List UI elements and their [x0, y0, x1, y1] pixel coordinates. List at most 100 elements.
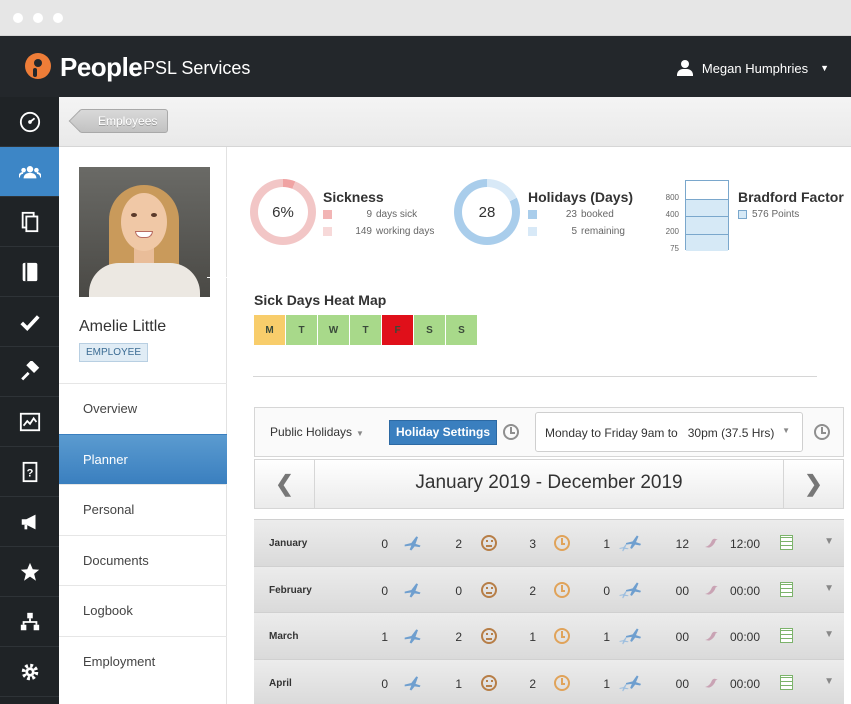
user-menu[interactable]: Megan Humphries ▼ — [676, 60, 829, 76]
rail-item-documents[interactable] — [0, 197, 59, 247]
chevron-down-icon[interactable]: ▼ — [824, 675, 834, 687]
settings-icon — [21, 663, 38, 680]
previous-year-button[interactable]: ❮ — [255, 460, 315, 508]
rail-item-dashboard[interactable] — [0, 97, 59, 147]
profile-tab-employment[interactable]: Employment — [59, 635, 227, 687]
next-year-button[interactable]: ❯ — [783, 460, 843, 508]
public-holidays-select[interactable]: Public Holidays ▼ — [270, 425, 364, 439]
brand-name: People — [60, 52, 143, 82]
sad-face-icon — [481, 535, 497, 551]
sad-face-icon — [481, 628, 497, 644]
sickness-percent: 6% — [258, 187, 308, 237]
calendar-icon[interactable] — [780, 535, 793, 550]
bird-icon — [703, 675, 723, 695]
heatmap-day: T — [285, 314, 318, 346]
bird-icon — [703, 628, 723, 648]
employee-name: Amelie Little — [79, 318, 167, 335]
booked-value: 23 — [565, 209, 577, 220]
star-icon — [20, 562, 39, 581]
bradford-points-label: 576 Points — [752, 209, 800, 220]
window-dot — [13, 13, 23, 23]
browser-chrome — [0, 0, 851, 36]
month-row[interactable]: March 1 2 1 1 00 00:00 ▼ — [254, 612, 844, 659]
legend-swatch — [528, 210, 537, 219]
year-range: January 2019 - December 2019 — [415, 472, 683, 493]
people-logo-icon — [25, 53, 51, 79]
bradford-axis-tick: 400 — [665, 210, 679, 219]
chevron-down-icon[interactable]: ▼ — [824, 629, 834, 640]
planes-icon — [618, 580, 644, 600]
profile-tab-personal[interactable]: Personal — [59, 484, 227, 535]
sick-count: 1 — [455, 676, 462, 691]
clock-icon[interactable] — [503, 424, 519, 440]
dashboard-icon — [19, 111, 40, 132]
heatmap-day: S — [445, 314, 478, 346]
sickness-donut: 6% — [250, 179, 316, 245]
rail-item-notebook[interactable] — [0, 247, 59, 297]
legend-swatch — [528, 227, 537, 236]
rail-item-settings[interactable] — [0, 647, 59, 697]
bradford-axis-tick: 75 — [670, 244, 679, 253]
sad-face-icon — [481, 581, 497, 598]
window-dot — [53, 13, 63, 23]
hours-count: 00 — [675, 676, 689, 691]
holiday-settings-button[interactable]: Holiday Settings — [389, 420, 498, 445]
chevron-right-icon: ❯ — [804, 471, 823, 496]
rail-item-org-chart[interactable] — [0, 597, 59, 647]
days-sick-value: 9 — [366, 209, 372, 220]
bird-icon — [703, 535, 723, 555]
window-dot — [33, 13, 43, 23]
clock-icon — [554, 535, 570, 551]
planes-icon — [618, 626, 644, 646]
megaphone-icon — [21, 514, 35, 529]
rail-item-announcements[interactable] — [0, 497, 59, 547]
bradford-points: 576 Points — [738, 209, 799, 220]
month-row[interactable]: January 0 2 3 1 12 12:00 ▼ — [254, 519, 844, 566]
chevron-down-icon[interactable]: ▼ — [824, 582, 834, 594]
clock-icon — [554, 581, 570, 598]
calendar-icon[interactable] — [780, 628, 793, 643]
breadcrumb-employees[interactable]: Employees — [79, 109, 169, 133]
public-holidays-label: Public Holidays — [270, 425, 353, 439]
rail-item-reports[interactable] — [0, 397, 59, 447]
clock-icon[interactable] — [814, 424, 830, 440]
active-tab-marker — [207, 277, 227, 278]
chevron-left-icon: ❮ — [275, 471, 294, 496]
month-row[interactable]: February 0 0 2 0 00 00:00 ▼ — [254, 565, 844, 612]
plane-icon — [403, 533, 423, 553]
month-name: January — [269, 538, 308, 549]
travel-count: 1 — [603, 630, 610, 644]
working-hours-select[interactable]: Monday to Friday 9am to 30pm (37.5 Hrs) … — [535, 412, 803, 452]
rail-item-favourites[interactable] — [0, 547, 59, 597]
sick-count: 0 — [455, 583, 462, 598]
rail-item-disciplinary[interactable] — [0, 347, 59, 397]
user-name: Megan Humphries — [701, 60, 809, 76]
days-sick-label: days sick — [376, 209, 418, 220]
rail-item-people[interactable] — [0, 147, 59, 197]
month-name: April — [269, 677, 292, 689]
profile-tab-planner[interactable]: Planner — [59, 433, 227, 484]
planes-icon — [618, 533, 644, 553]
rail-item-tasks[interactable] — [0, 297, 59, 347]
calendar-icon[interactable] — [780, 581, 793, 597]
check-icon — [19, 314, 40, 331]
profile-tab-overview[interactable]: Overview — [59, 383, 227, 434]
calendar-icon[interactable] — [780, 674, 793, 690]
remaining-label: remaining — [581, 226, 625, 237]
profile-tab-logbook[interactable]: Logbook — [59, 585, 227, 636]
month-list: January 0 2 3 1 12 12:00 ▼ February 0 0 2… — [254, 519, 844, 704]
legend-swatch — [323, 227, 332, 236]
profile-tab-documents[interactable]: Documents — [59, 534, 227, 586]
working-days-label: working days — [376, 226, 435, 237]
month-row[interactable]: April 0 1 2 1 00 00:00 ▼ — [254, 658, 844, 704]
working-hours-label: Monday to Friday 9am to 30pm (37.5 Hrs) — [545, 426, 775, 440]
sickness-working-days: 149 working days — [323, 226, 434, 237]
plane-icon — [403, 626, 423, 646]
chevron-down-icon: ▼ — [820, 63, 829, 73]
legend-swatch — [738, 210, 747, 219]
chevron-down-icon[interactable]: ▼ — [824, 536, 834, 547]
holiday-count: 0 — [381, 537, 388, 551]
late-count: 2 — [529, 676, 536, 691]
rail-item-help[interactable]: ? — [0, 447, 59, 497]
month-name: February — [269, 584, 312, 596]
